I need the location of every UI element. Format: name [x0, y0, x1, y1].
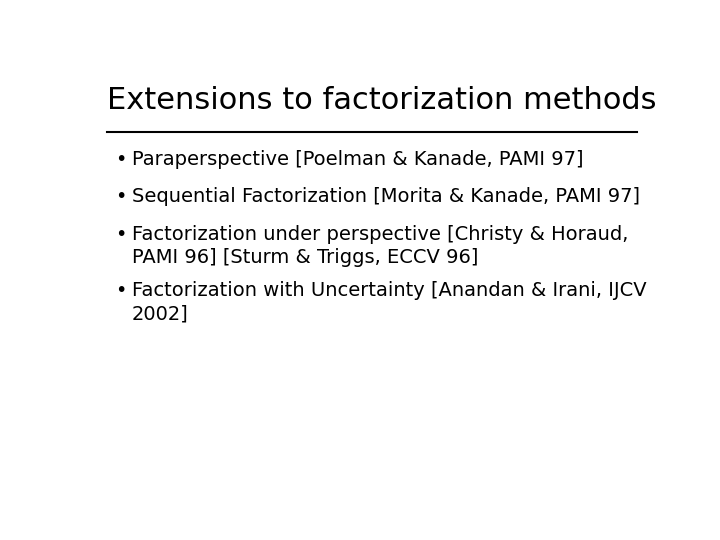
- Text: Sequential Factorization [Morita & Kanade, PAMI 97]: Sequential Factorization [Morita & Kanad…: [132, 187, 640, 206]
- Text: Factorization with Uncertainty [Anandan & Irani, IJCV
2002]: Factorization with Uncertainty [Anandan …: [132, 281, 647, 323]
- Text: •: •: [115, 187, 127, 206]
- Text: •: •: [115, 225, 127, 244]
- Text: •: •: [115, 281, 127, 300]
- Text: Paraperspective [Poelman & Kanade, PAMI 97]: Paraperspective [Poelman & Kanade, PAMI …: [132, 150, 583, 169]
- Text: •: •: [115, 150, 127, 169]
- Text: Factorization under perspective [Christy & Horaud,
PAMI 96] [Sturm & Triggs, ECC: Factorization under perspective [Christy…: [132, 225, 629, 267]
- Text: Extensions to factorization methods: Extensions to factorization methods: [107, 85, 656, 114]
